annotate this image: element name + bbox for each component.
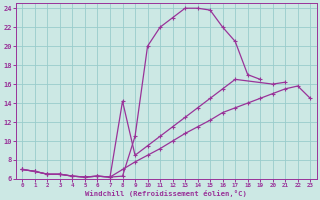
X-axis label: Windchill (Refroidissement éolien,°C): Windchill (Refroidissement éolien,°C): [85, 190, 247, 197]
